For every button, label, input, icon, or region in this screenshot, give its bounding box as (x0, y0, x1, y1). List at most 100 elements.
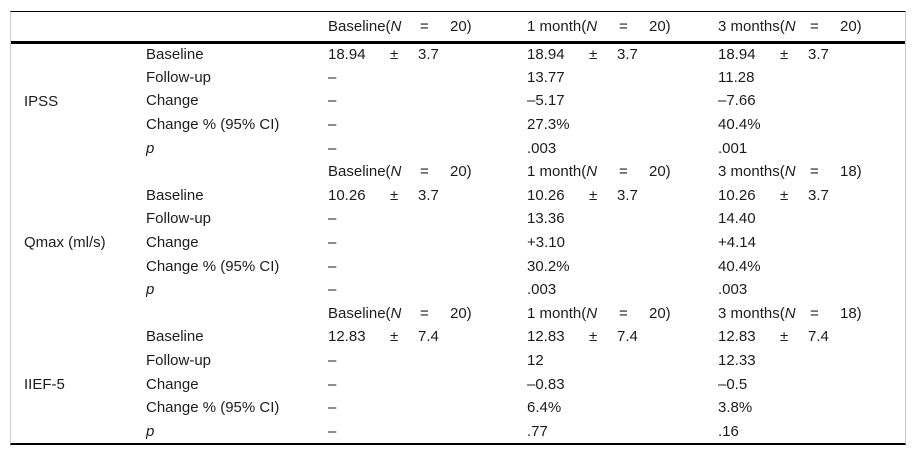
mean-value: 12.83 (718, 328, 756, 346)
table-cell: – (328, 116, 337, 134)
n-count: 20) (450, 163, 472, 181)
table-cell: .001 (718, 139, 748, 157)
row-label: Follow-up (146, 352, 212, 370)
table-cell: 40.4% (718, 257, 761, 275)
table-cell: 13.77 (527, 68, 565, 86)
mean-value: 10.26 (328, 186, 366, 204)
table-cell: .16 (718, 422, 739, 440)
table-row: Follow-up – 13.77 11.28 (11, 66, 905, 90)
table-cell: 6.4% (527, 399, 562, 417)
n-count: 20) (649, 304, 671, 322)
header-1month-text: 1 month( (527, 17, 587, 35)
table-body: IPSS Baseline 18.94 ±3.7 18.94 ±3.7 18.94 ±… (11, 42, 905, 443)
table-cell: – (328, 68, 337, 86)
table-cell: – (328, 422, 337, 440)
subheader-1month-text: 1 month( (527, 163, 587, 181)
table-cell: 12.83 ±7.4 (527, 325, 718, 349)
row-label: Change (146, 375, 199, 393)
header-baseline-text: Baseline( (328, 17, 391, 35)
table-cell: .003 (527, 281, 557, 299)
row-label: Change (146, 92, 199, 110)
group-label-qmax: Qmax (ml/s) (24, 234, 106, 252)
sd-value: 3.7 (617, 186, 638, 204)
table-cell: – (328, 281, 337, 299)
table-cell: 10.26 ±3.7 (328, 184, 527, 208)
group-label-ipss: IPSS (24, 93, 59, 111)
subheader-empty-group (11, 160, 146, 184)
row-label: Change % (95% CI) (146, 257, 280, 275)
subheader-3months: 3 months(N = 18) (718, 160, 905, 184)
n-symbol: N (390, 304, 402, 322)
equals-sign: = (619, 304, 628, 322)
table-cell: 40.4% (718, 116, 761, 134)
table-cell: – (328, 139, 337, 157)
subheader-empty-measure (146, 302, 328, 326)
n-symbol: N (390, 163, 402, 181)
group-label-iief5: IIEF-5 (24, 375, 65, 393)
table-cell: – (328, 257, 337, 275)
table-cell: 14.40 (718, 210, 756, 228)
table-row: Follow-up – 12 12.33 (11, 349, 905, 373)
mean-value: 10.26 (527, 186, 565, 204)
subheader-1month: 1 month(N = 20) (527, 302, 718, 326)
equals-sign: = (619, 17, 628, 35)
row-label: Baseline (146, 46, 204, 64)
plus-minus-sign: ± (589, 328, 598, 346)
mean-value: 18.94 (527, 46, 565, 64)
subheader-empty-group (11, 302, 146, 326)
plus-minus-sign: ± (390, 46, 399, 64)
subheader-baseline: Baseline(N = 20) (328, 160, 527, 184)
equals-sign: = (420, 304, 429, 322)
header-empty-measure (146, 12, 328, 44)
table-cell: – (328, 210, 337, 228)
n-symbol: N (784, 163, 796, 181)
outcomes-table: Baseline(N = 20) 1 month(N = 20) 3 months(N =… (11, 12, 905, 443)
n-symbol: N (390, 17, 402, 35)
table-cell: – (328, 375, 337, 393)
table-cell: 18.94 ±3.7 (527, 42, 718, 66)
n-count: 18) (840, 163, 862, 181)
plus-minus-sign: ± (390, 186, 399, 204)
table-cell: – (328, 92, 337, 110)
table-row: IPSS Baseline 18.94 ±3.7 18.94 ±3.7 18.94 ±… (11, 42, 905, 110)
table-cell: 10.26 ±3.7 (527, 184, 718, 208)
equals-sign: = (810, 163, 819, 181)
row-label: Follow-up (146, 68, 212, 86)
header-3months-text: 3 months( (718, 17, 785, 35)
n-symbol: N (586, 304, 598, 322)
subheader-baseline: Baseline(N = 20) (328, 302, 527, 326)
results-table-container: Baseline(N = 20) 1 month(N = 20) 3 months(N =… (10, 11, 906, 446)
plus-minus-sign: ± (589, 186, 598, 204)
sd-value: 3.7 (418, 186, 439, 204)
table-cell: +3.10 (527, 234, 565, 252)
table-cell: .77 (527, 422, 548, 440)
table-row: Qmax (ml/s) Baseline 10.26 ±3.7 10.26 ±3.7… (11, 184, 905, 251)
plus-minus-sign: ± (780, 186, 789, 204)
plus-minus-sign: ± (589, 46, 598, 64)
n-count: 18) (840, 304, 862, 322)
header-empty-group (11, 12, 146, 44)
table-cell: 12.33 (718, 352, 756, 370)
table-header: Baseline(N = 20) 1 month(N = 20) 3 months(N =… (11, 12, 905, 44)
row-label: Baseline (146, 328, 204, 346)
table-cell: 12 (527, 352, 544, 370)
table-row: p – .003 .001 (11, 136, 905, 160)
table-cell: 27.3% (527, 116, 570, 134)
subheader-baseline-text: Baseline( (328, 163, 391, 181)
table-row: Follow-up – 13.36 14.40 (11, 207, 905, 231)
table-cell: 12.83 ±7.4 (718, 325, 905, 349)
row-label: Change (146, 234, 199, 252)
table-row: Change – +3.10 +4.14 (11, 231, 905, 255)
table-cell: 12.83 ±7.4 (328, 325, 527, 349)
table-cell: .003 (527, 139, 557, 157)
subheader-row: Baseline(N = 20) 1 month(N = 20) 3 months(N =… (11, 302, 905, 326)
plus-minus-sign: ± (780, 46, 789, 64)
table-cell: +4.14 (718, 234, 756, 252)
equals-sign: = (810, 17, 819, 35)
sd-value: 3.7 (808, 46, 829, 64)
n-count: 20) (840, 17, 862, 35)
n-count: 20) (649, 163, 671, 181)
mean-value: 18.94 (328, 46, 366, 64)
table-cell: 13.36 (527, 210, 565, 228)
mean-value: 18.94 (718, 46, 756, 64)
